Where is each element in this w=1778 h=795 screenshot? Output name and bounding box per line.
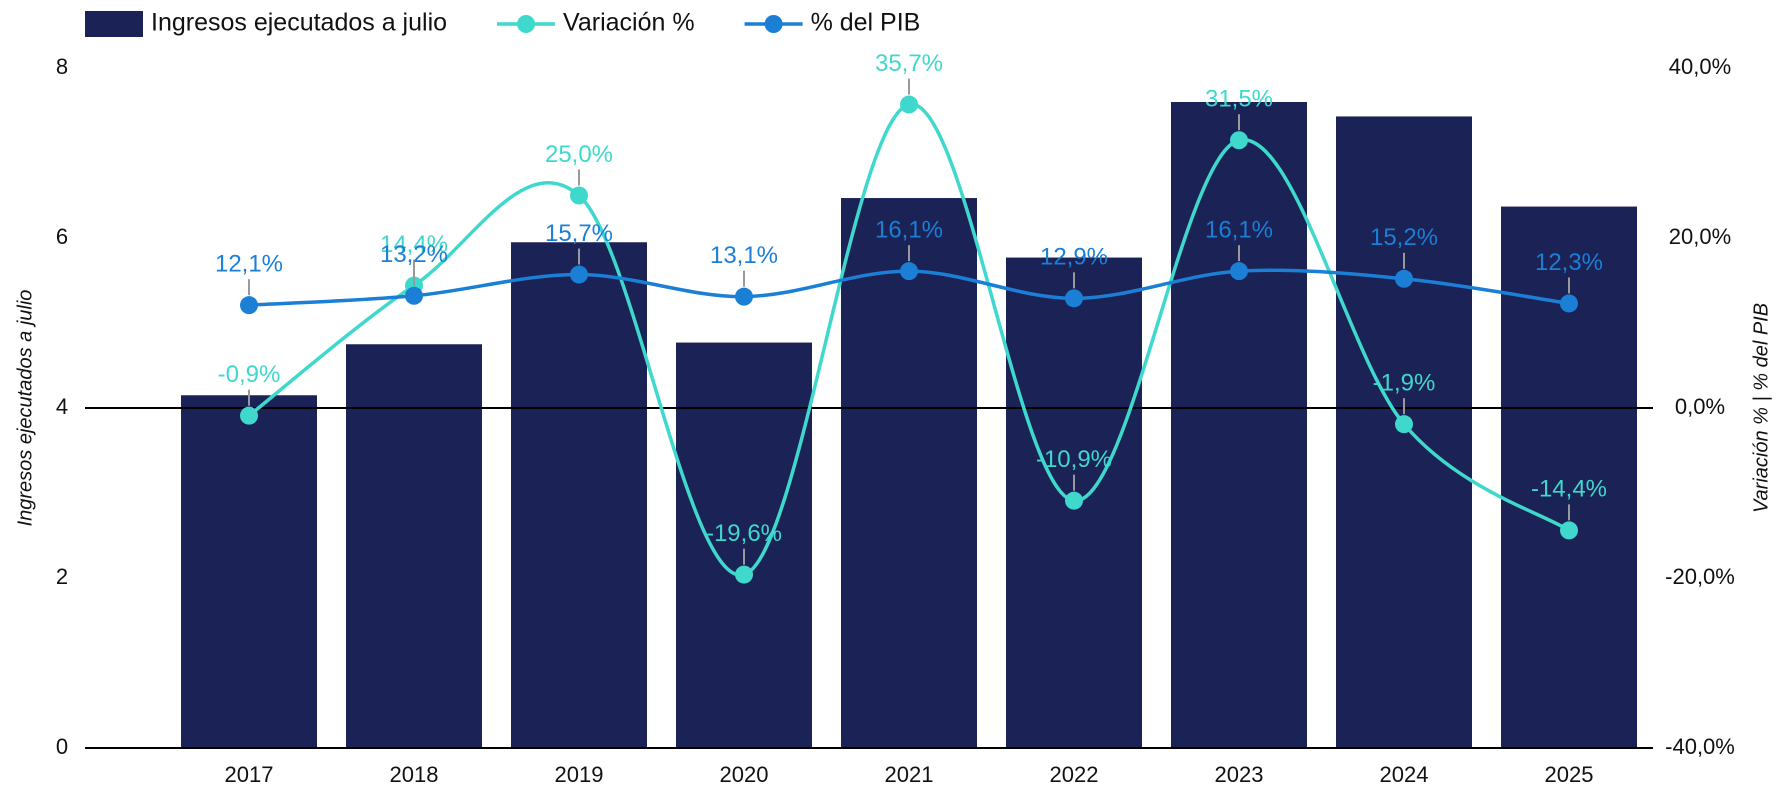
data-label: 14,4% — [380, 231, 448, 258]
bar — [181, 395, 317, 748]
bar — [1171, 102, 1307, 748]
legend-label: Ingresos ejecutados a julio — [151, 9, 447, 37]
point — [900, 95, 918, 114]
point — [735, 565, 753, 584]
data-label: -1,9% — [1373, 369, 1436, 396]
point — [1065, 491, 1083, 510]
legend-label: % del PIB — [811, 9, 921, 37]
x-tick-label: 2019 — [555, 762, 604, 787]
y2-axis-title: Variación % | % del PIB — [1750, 303, 1772, 513]
data-label: -10,9% — [1036, 446, 1112, 473]
point — [1230, 131, 1248, 150]
bar — [346, 344, 482, 748]
data-label: 13,2% — [380, 241, 448, 268]
legend-swatch — [85, 11, 143, 37]
data-label: 15,7% — [545, 220, 613, 247]
y2-tick-label: 20,0% — [1669, 224, 1731, 249]
bar — [511, 242, 647, 748]
data-label: -14,4% — [1531, 476, 1607, 503]
data-label: 12,9% — [1040, 244, 1108, 271]
y2-tick-label: -20,0% — [1665, 564, 1735, 589]
legend-swatch — [764, 15, 783, 33]
point — [735, 287, 753, 306]
point — [1395, 269, 1413, 288]
x-tick-label: 2018 — [390, 762, 439, 787]
data-label: 12,1% — [215, 250, 283, 277]
data-label: 13,1% — [710, 242, 778, 269]
y-tick-label: 6 — [56, 224, 68, 249]
x-tick-label: 2025 — [1545, 762, 1594, 787]
point — [1395, 415, 1413, 434]
data-label: 35,7% — [875, 50, 943, 77]
data-label: -19,6% — [706, 520, 782, 547]
x-tick-label: 2022 — [1050, 762, 1099, 787]
y-tick-label: 2 — [56, 564, 68, 589]
y2-tick-label: -40,0% — [1665, 734, 1735, 759]
y-tick-label: 0 — [56, 734, 68, 759]
data-label: -0,9% — [218, 361, 281, 388]
legend-label: Variación % — [563, 9, 695, 37]
data-label: 12,3% — [1535, 249, 1603, 276]
data-label: 25,0% — [545, 141, 613, 168]
x-tick-label: 2023 — [1215, 762, 1264, 787]
data-label: 16,1% — [1205, 216, 1273, 243]
x-tick-label: 2017 — [225, 762, 274, 787]
point — [1560, 294, 1578, 313]
x-tick-label: 2021 — [885, 762, 934, 787]
y-tick-label: 8 — [56, 54, 68, 79]
y2-tick-label: 0,0% — [1675, 394, 1725, 419]
point — [1560, 521, 1578, 540]
point — [240, 406, 258, 425]
y-tick-label: 4 — [56, 394, 68, 419]
point — [405, 286, 423, 305]
x-tick-label: 2024 — [1380, 762, 1429, 787]
y2-tick-label: 40,0% — [1669, 54, 1731, 79]
data-label: 31,5% — [1205, 86, 1273, 113]
y-axis-title: Ingresos ejecutados a julio — [14, 290, 36, 527]
point — [900, 262, 918, 281]
point — [570, 186, 588, 205]
point — [1230, 262, 1248, 281]
bar — [676, 342, 812, 748]
x-tick-label: 2020 — [720, 762, 769, 787]
data-label: 16,1% — [875, 216, 943, 243]
point — [240, 296, 258, 315]
data-label: 15,2% — [1370, 224, 1438, 251]
bar — [841, 198, 977, 749]
point — [1065, 289, 1083, 308]
point — [570, 265, 588, 284]
legend-swatch — [517, 15, 536, 33]
